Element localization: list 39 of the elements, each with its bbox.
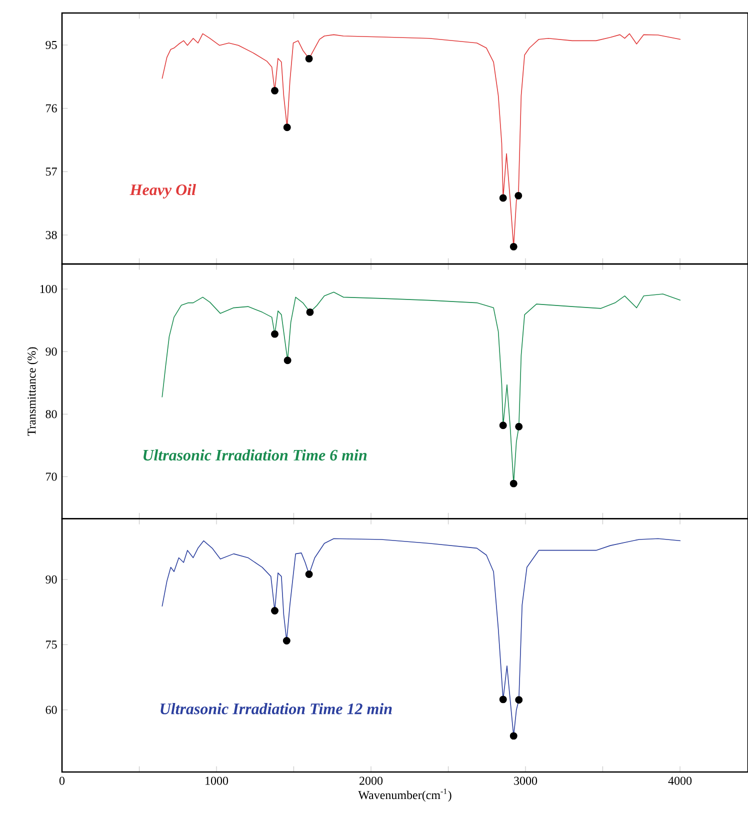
x-tick-label: 0 bbox=[59, 776, 65, 785]
x-axis-title: Wavenumber(cm$^{-1}$) bbox=[358, 788, 452, 802]
point bbox=[499, 194, 507, 202]
point bbox=[510, 732, 518, 740]
x-tick-label: 2000 bbox=[360, 776, 383, 785]
y-tick-label: 75 bbox=[46, 640, 57, 649]
y-tick-label: 80 bbox=[46, 410, 57, 418]
y-tick-label: 70 bbox=[46, 472, 57, 481]
x-tick-label: 3000 bbox=[514, 776, 538, 785]
point bbox=[283, 124, 291, 132]
point bbox=[515, 422, 523, 430]
text: Heavy Oil bbox=[130, 184, 196, 198]
x-tick-label: 1000 bbox=[206, 776, 228, 785]
y-tick-label: 90 bbox=[46, 575, 57, 584]
point bbox=[306, 308, 314, 316]
point bbox=[271, 607, 278, 614]
text: Ultrasonic Irradiation Time 12 min bbox=[160, 703, 392, 714]
y-tick-label: 90 bbox=[46, 348, 57, 356]
y-axis-title: Transmittance (%) bbox=[27, 347, 38, 436]
point bbox=[305, 54, 313, 62]
y-tick-label: 60 bbox=[46, 706, 57, 714]
point bbox=[271, 86, 278, 94]
point bbox=[284, 356, 292, 364]
point bbox=[271, 330, 278, 338]
point bbox=[510, 480, 518, 488]
y-tick-label: 38 bbox=[46, 230, 57, 240]
point bbox=[510, 242, 518, 250]
y-tick-label: 76 bbox=[46, 104, 57, 112]
y-tick-label: 100 bbox=[40, 284, 57, 294]
text: Ultrasonic Irradiation Time 6 min bbox=[143, 449, 367, 461]
y-tick-label: 95 bbox=[46, 40, 57, 50]
point bbox=[282, 637, 290, 644]
point bbox=[514, 192, 522, 200]
point bbox=[499, 422, 507, 430]
point bbox=[499, 696, 507, 704]
x-tick-label: 4000 bbox=[668, 776, 692, 785]
point bbox=[515, 696, 523, 704]
y-tick-label: 57 bbox=[46, 168, 57, 176]
point bbox=[305, 570, 313, 578]
